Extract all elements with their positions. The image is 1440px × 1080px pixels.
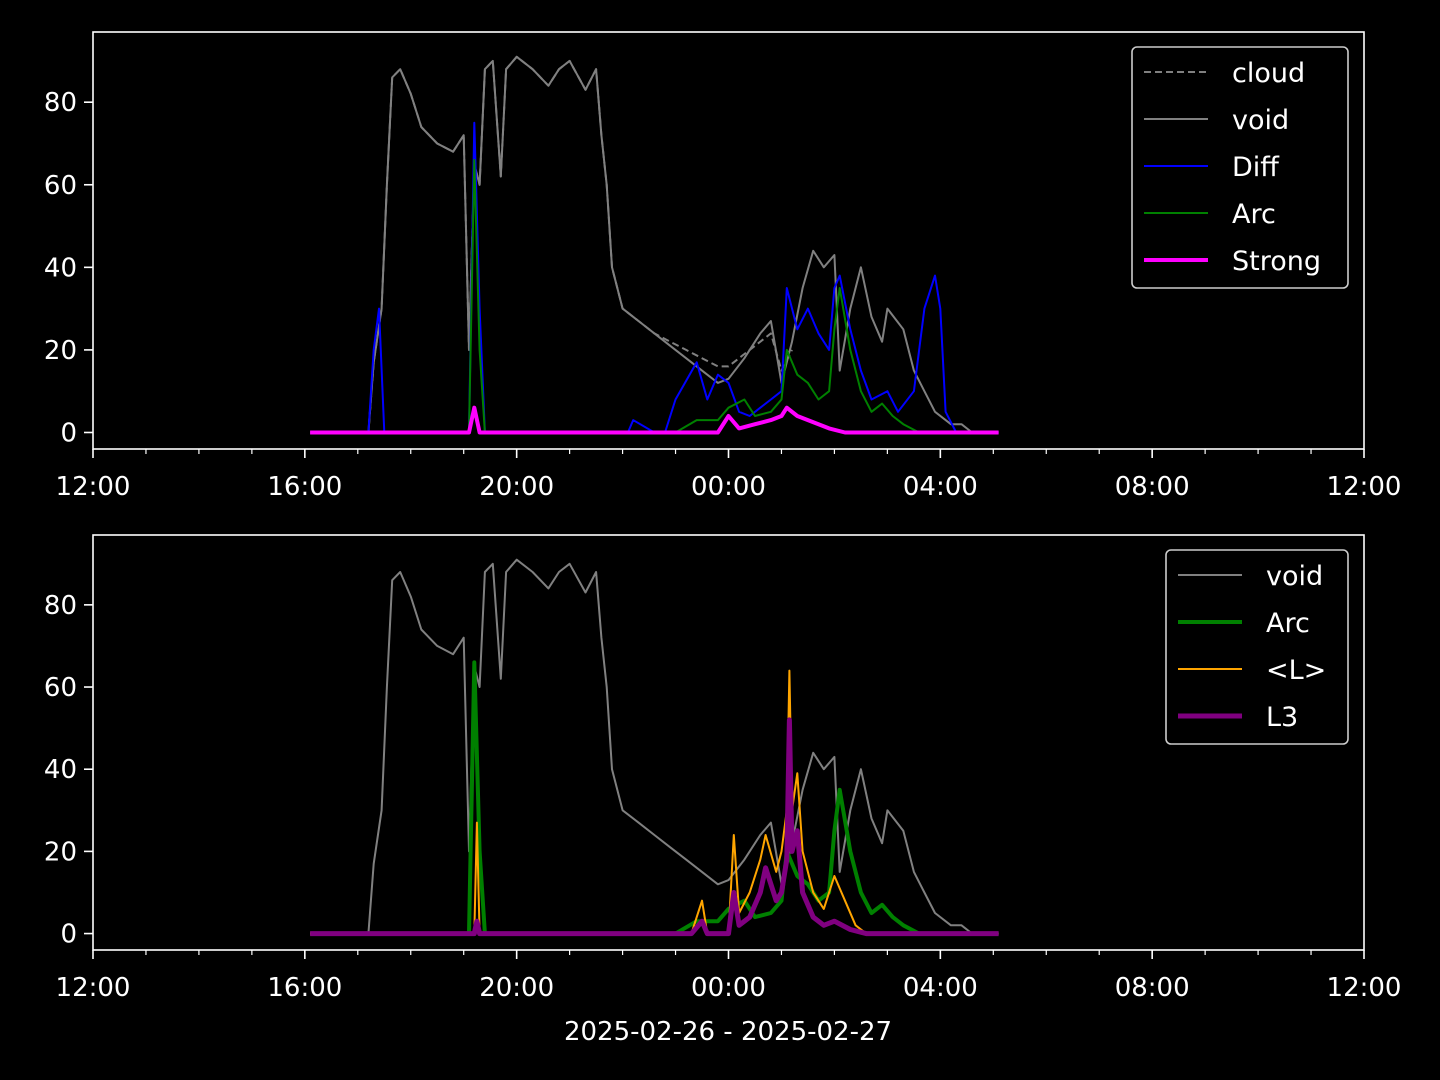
series-lines [310,558,999,937]
x-tick-label: 20:00 [479,973,554,1003]
legend-label-l: <L> [1266,655,1326,686]
x-tick-label: 12:00 [56,472,131,502]
top-chart: 12:00 16:00 20:00 00:00 04:00 08:00 12:00 0 20 40… [44,31,1402,502]
x-tick-label: 12:00 [1327,973,1402,1003]
x-tick-label: 16:00 [267,472,342,502]
y-tick-label: 40 [44,253,77,283]
series-lines [310,55,999,435]
series-line-l3 [310,717,999,937]
y-tick-label: 80 [44,591,77,621]
y-tick-label: 20 [44,837,77,867]
bottom-chart: 12:00 16:00 20:00 00:00 04:00 08:00 12:00 0 20 40… [44,534,1402,1003]
y-tick-label: 40 [44,755,77,785]
x-tick-label: 04:00 [903,472,978,502]
legend: cloud void Diff Arc Strong [1131,46,1349,289]
series-line-strong [310,405,999,435]
series-line-void [310,558,999,935]
x-tick-label: 08:00 [1115,472,1190,502]
legend-label-strong: Strong [1232,246,1321,277]
x-tick-label: 12:00 [56,973,131,1003]
y-tick-label: 80 [44,88,77,118]
legend-label-l3: L3 [1266,702,1298,733]
x-tick-label: 08:00 [1115,973,1190,1003]
x-tick-label: 16:00 [267,973,342,1003]
y-tick-label: 0 [60,418,77,448]
legend-label-diff: Diff [1232,152,1280,183]
legend-box [1131,46,1349,289]
y-tick-label: 60 [44,673,77,703]
x-tick-label: 04:00 [903,973,978,1003]
legend-label-void: void [1266,561,1323,592]
legend-label-arc: Arc [1232,199,1276,230]
y-tick-label: 0 [60,920,77,950]
x-axis-label: 2025-02-26 - 2025-02-27 [564,1017,892,1047]
y-tick-label: 20 [44,336,77,366]
legend-label-cloud: cloud [1232,58,1305,89]
y-tick-label: 60 [44,171,77,201]
series-line-void [310,55,999,434]
legend-box [1165,549,1349,745]
legend: void Arc <L> L3 [1165,549,1349,745]
x-tick-label: 00:00 [691,472,766,502]
legend-label-arc: Arc [1266,608,1310,639]
x-tick-label: 12:00 [1327,472,1402,502]
series-line-diff [310,121,999,434]
x-tick-label: 00:00 [691,973,766,1003]
legend-label-void: void [1232,105,1289,136]
x-tick-label: 20:00 [479,472,554,502]
series-line-l [310,669,999,935]
